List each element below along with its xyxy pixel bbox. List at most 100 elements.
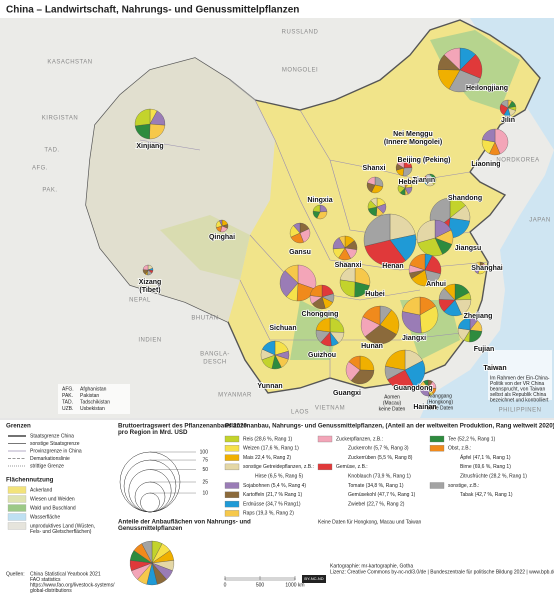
abbr-name: Tadschikistan — [80, 399, 110, 405]
province-label: Beijing (Peking) — [398, 157, 451, 164]
credit: Kartographie: mr-kartographie, Gotha — [330, 563, 413, 569]
land-swatch — [7, 486, 27, 494]
pie-slice — [425, 173, 431, 181]
source: China Statistical Yearbook 2021 — [30, 571, 101, 577]
land-swatch — [7, 522, 27, 530]
province-label: Liaoning — [471, 161, 500, 168]
province-label: (Hongkong) — [427, 399, 453, 405]
crop-label: Tomate (34,8 %, Rang 1) — [348, 483, 404, 489]
abbr: TAD. — [62, 399, 73, 405]
crop-label: sonstige, z.B.: — [448, 483, 479, 489]
size-label: 100 — [200, 449, 209, 455]
crop-label: Knoblauch (73,9 %, Rang 1) — [348, 474, 411, 480]
pie-slice — [409, 253, 426, 271]
legend-item: strittige Grenze — [30, 463, 64, 469]
legend-heading: Anteile der Anbauflächen von Nahrungs- u… — [118, 519, 251, 526]
province-label: Fujian — [474, 346, 495, 353]
pie-slice — [312, 204, 321, 213]
country-label: BHUTAN — [191, 316, 218, 322]
pie-slice — [293, 222, 301, 234]
province-label: Xianggang — [428, 393, 452, 399]
source: FAO statistics — [30, 577, 61, 583]
taiwan-note: Politik von der VR China — [490, 381, 544, 387]
legend-item: Provinzgrenze in China — [30, 448, 82, 454]
country-label: TAD. — [44, 148, 59, 154]
abbr-name: Usbekistan — [80, 406, 105, 412]
pie-slice — [262, 340, 276, 356]
crop-label: Zwiebel (22,7 %, Rang 2) — [348, 501, 405, 507]
pie-slice — [362, 305, 381, 326]
country-label: INDIEN — [138, 338, 161, 344]
crop-label: Kartoffeln (21,7 % Rang 1) — [243, 492, 302, 498]
crop-label: Tabak (42,7 %, Rang 1) — [460, 492, 513, 498]
legend-item: unproduktives Land (Wüsten, — [30, 523, 95, 529]
pie-slice — [348, 355, 361, 371]
legend-heading: Pflanzenanbau, Nahrungs- und Genussmitte… — [225, 423, 554, 430]
pie-slice — [389, 213, 416, 241]
legend-item: Demarkationslinie — [30, 456, 70, 462]
province-label: Hebei — [398, 179, 417, 186]
pie-slice — [279, 270, 299, 297]
province-label: Gansu — [289, 249, 311, 256]
legend-item: Staatsgrenze China — [30, 433, 74, 439]
country-label: RUSSLAND — [282, 30, 319, 36]
pie-slice — [354, 266, 371, 286]
legend-heading: pro Region in Mrd. USD — [118, 429, 188, 436]
province-label: Sichuan — [269, 325, 296, 332]
size-label: 10 — [202, 490, 208, 496]
size-label: 50 — [202, 467, 208, 473]
province-label: Anhui — [426, 281, 446, 288]
pie-slice — [404, 360, 426, 388]
scale-label: 0 — [224, 582, 227, 588]
legend-item: Fels- und Gletscherflächen) — [30, 529, 92, 535]
province-label: Nei Menggu — [393, 131, 433, 138]
pie-slice — [134, 108, 151, 127]
crop-swatch — [317, 435, 333, 443]
province-label: Chongqing — [302, 311, 339, 318]
sea — [420, 18, 554, 418]
crop-swatch — [224, 445, 240, 452]
country-label: KASACHSTAN — [47, 60, 92, 66]
crop-label: sonstige Getreidepflanzen, z.B.: — [243, 464, 314, 470]
crop-label: Zuckerrüben (5,5 %, Rang 8) — [348, 455, 413, 461]
crop-label: Zitrusfrüchte (28,2 %, Rang 1) — [460, 474, 527, 480]
province-label: Taiwan — [483, 365, 506, 372]
legend-heading: Grenzen — [6, 423, 31, 430]
country-label: MONGOLEI — [282, 68, 318, 74]
pie-slice — [419, 305, 439, 334]
province-label: Shaanxi — [335, 262, 362, 269]
abbr-box — [58, 384, 130, 414]
source: global-distributions — [30, 588, 72, 594]
pie-slice — [284, 264, 299, 284]
province-label: Guangxi — [333, 390, 361, 397]
pie-slice — [494, 128, 509, 155]
crop-swatch — [224, 491, 240, 498]
pie-slice — [474, 261, 481, 269]
crop-label: Sojabohnen (5,4 %, Rang 4) — [243, 483, 306, 489]
scale-label: 1000 km — [285, 582, 304, 588]
province-label: Heilongjiang — [466, 85, 508, 92]
crop-label: Raps (19,3 %, Rang 2) — [243, 511, 294, 517]
country-label: KIRGISTAN — [42, 116, 78, 122]
legend-heading: Bruttoertragswert des Pflanzenanbaus 202… — [118, 423, 248, 430]
province-label: Shanxi — [363, 165, 386, 172]
pie-slice — [142, 264, 149, 271]
taiwan-note: bezeichnet und kontrolliert — [490, 397, 549, 403]
legend-item: Wiesen und Weiden — [30, 496, 75, 502]
mongolia-border — [229, 79, 256, 101]
pie-slice — [443, 47, 461, 71]
country-label: AFG. — [32, 166, 48, 172]
crop-label: Hirse (6,5 %, Rang 5) — [255, 474, 303, 480]
province-label: Jiangxi — [402, 335, 426, 342]
pie-slice — [219, 219, 223, 227]
crop-label: Birne (69,6 %, Rang 1) — [460, 464, 511, 470]
country-label: DESCH — [203, 360, 227, 366]
crop-label: Tee (52,2 %, Rang 1) — [448, 436, 496, 442]
abbr: AFG. — [62, 386, 74, 392]
crop-swatch — [224, 463, 240, 471]
credit: Lizenz: Creative Commons by-nc-nd/3.0/de… — [330, 569, 554, 575]
legend-heading: Genussmittelpflanzen — [118, 525, 183, 532]
country-label: MYANMAR — [218, 393, 252, 399]
pie-slice — [401, 311, 422, 334]
